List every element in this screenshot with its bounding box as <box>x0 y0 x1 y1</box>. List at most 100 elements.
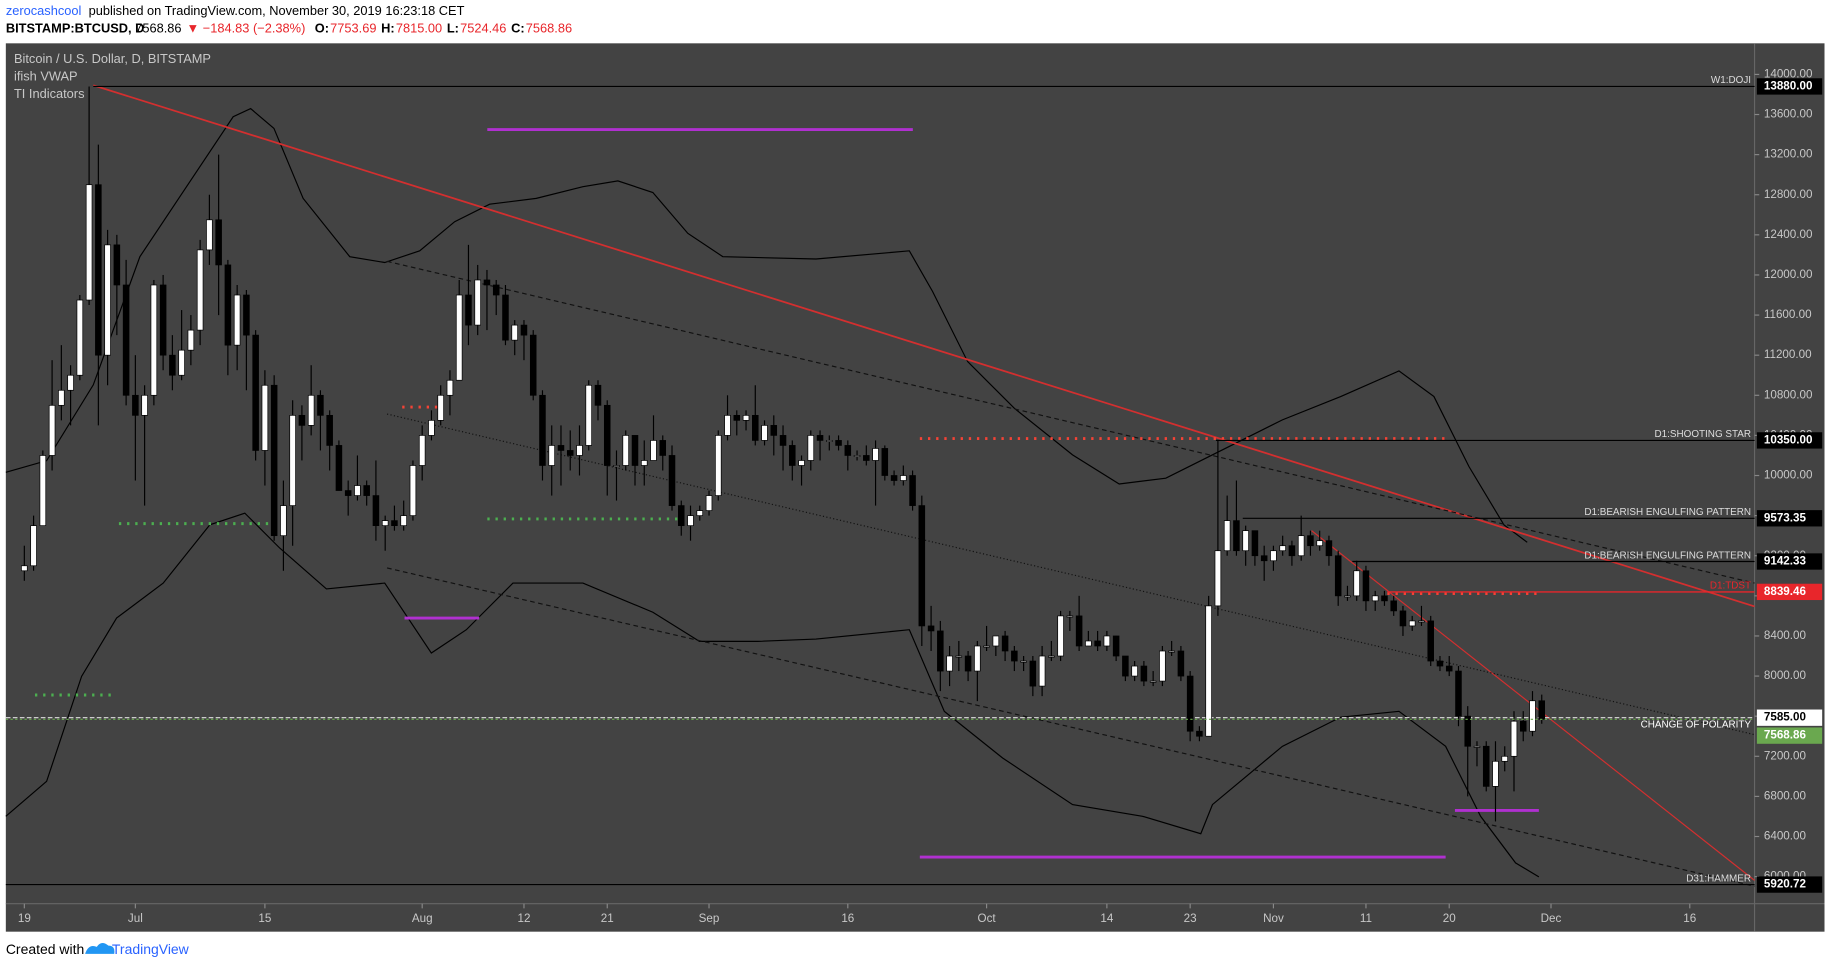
candle-body <box>446 379 454 396</box>
x-tick-label: 15 <box>258 912 271 925</box>
published: published on TradingView.com, November 3… <box>89 3 465 18</box>
candle-body <box>1011 650 1018 662</box>
drawings <box>5 84 1755 887</box>
y-tick-label: 12800.00 <box>1764 188 1813 201</box>
plot: 6000.006400.006800.007200.007600.008000.… <box>5 67 1823 925</box>
candle-body <box>1325 540 1333 557</box>
candle-body <box>964 655 972 672</box>
candle-body <box>492 284 500 296</box>
candle-body <box>1140 665 1148 682</box>
candle-body <box>298 414 306 426</box>
x-tick-label: 16 <box>841 912 854 925</box>
candle-body <box>1288 545 1296 557</box>
candle-body <box>1186 675 1194 732</box>
y-tick-label: 13200.00 <box>1764 148 1813 161</box>
x-tick-label: Sep <box>699 912 720 925</box>
candle-body <box>1297 535 1305 557</box>
candle-body <box>159 284 167 356</box>
candle-body <box>715 435 722 496</box>
candle-body <box>391 520 398 527</box>
candle-body <box>594 384 602 406</box>
price-tag-bg <box>1756 510 1823 527</box>
candle-body <box>483 279 491 286</box>
x-tick-label: 16 <box>1683 912 1696 925</box>
candle-body <box>844 445 852 456</box>
candle-body <box>937 630 944 672</box>
candle-body <box>983 645 990 648</box>
candle-body <box>539 394 546 466</box>
level-label: D1:SHOOTING STAR <box>1655 429 1752 440</box>
candle-body <box>1362 570 1370 602</box>
y-tick-label: 7200.00 <box>1764 749 1807 762</box>
indicator: TI Indicators <box>14 86 85 101</box>
x-tick-label: Aug <box>412 912 433 925</box>
candle-body <box>807 435 815 461</box>
candle-body <box>1464 715 1471 747</box>
candle-body <box>1307 535 1314 547</box>
last: 7568.86 <box>135 21 181 36</box>
channel-line <box>386 567 1755 887</box>
candle-body <box>85 184 93 301</box>
band-lower <box>5 512 1540 878</box>
candle-body <box>816 435 824 441</box>
candle-body <box>372 495 380 527</box>
price-tag-bg <box>1756 432 1823 449</box>
candle-body <box>557 445 565 451</box>
band-upper <box>5 107 1528 543</box>
candle-body <box>1353 570 1360 597</box>
candle-body <box>650 440 657 461</box>
ohlc-label: L: <box>447 21 459 36</box>
x-tick-label: 19 <box>18 912 31 925</box>
candle-body <box>890 475 898 481</box>
author[interactable]: zerocashcool <box>6 3 82 18</box>
price-tag: 8839.46 <box>1764 585 1807 598</box>
candle-body <box>1242 530 1249 552</box>
y-tick-label: 12400.00 <box>1764 228 1813 241</box>
candle-body <box>1251 530 1259 557</box>
candle-body <box>474 279 481 326</box>
candle-body <box>344 490 352 496</box>
price-tag-bg <box>1756 709 1823 726</box>
candle-body <box>659 440 667 456</box>
candle-body <box>705 495 713 511</box>
candle-body <box>779 435 787 446</box>
candle-body <box>455 294 463 381</box>
candle-body <box>335 445 343 491</box>
candle-body <box>437 394 444 421</box>
candle-body <box>1029 660 1037 687</box>
candle-body <box>122 284 130 396</box>
candle-body <box>520 324 528 336</box>
price-tag: 9142.33 <box>1764 555 1807 568</box>
candle-body <box>1149 680 1157 683</box>
x-tick-label: Dec <box>1541 912 1562 925</box>
x-tick-label: Jul <box>128 912 143 925</box>
candle-body <box>1075 615 1083 647</box>
candle-body <box>798 460 805 466</box>
candle-body <box>409 465 417 516</box>
candle-body <box>289 414 296 506</box>
ohlc-value: 7753.69 <box>330 21 376 36</box>
candle-body <box>761 425 768 441</box>
candle-body <box>1482 745 1490 787</box>
candle-body <box>1455 670 1462 717</box>
ohlc-value: 7815.00 <box>396 21 442 36</box>
candle-body <box>511 324 518 341</box>
candle-body <box>1196 730 1203 737</box>
level-label: D1:TDST <box>1710 581 1751 592</box>
candle-body <box>206 219 213 251</box>
candle-body <box>39 455 47 527</box>
candle-body <box>1270 550 1277 562</box>
candle-body <box>853 455 861 457</box>
x-tick-label: 23 <box>1184 912 1197 925</box>
candle-body <box>95 184 102 356</box>
footer-brand[interactable]: TradingView <box>112 941 190 957</box>
candle-body <box>261 384 269 451</box>
candle-body <box>141 394 148 416</box>
candle-body <box>733 414 741 421</box>
indicator: ifish VWAP <box>14 69 78 84</box>
y-tick-label: 14000.00 <box>1764 67 1813 80</box>
candle-body <box>132 394 139 416</box>
candle-body <box>196 249 204 331</box>
candle-body <box>909 475 916 506</box>
